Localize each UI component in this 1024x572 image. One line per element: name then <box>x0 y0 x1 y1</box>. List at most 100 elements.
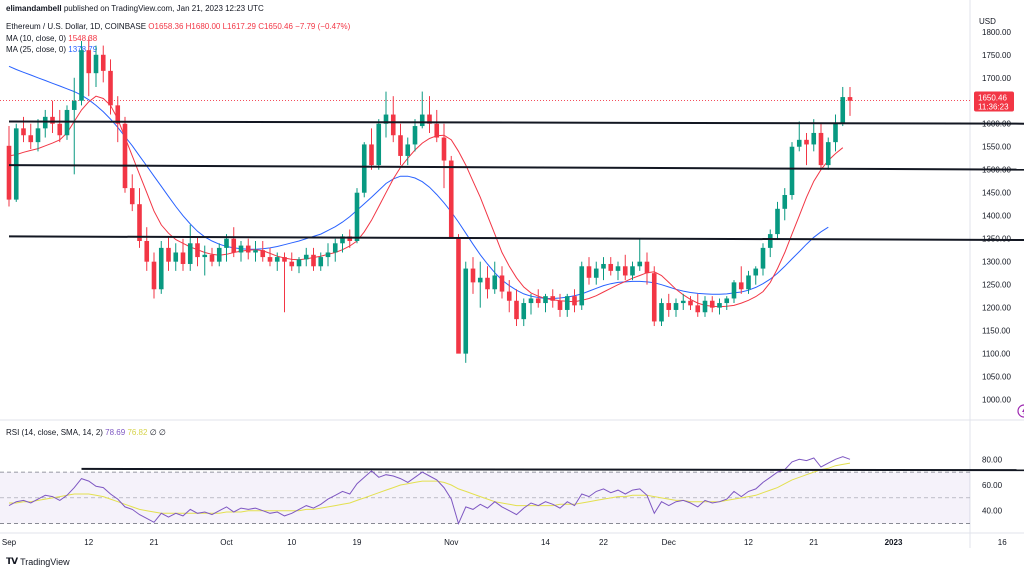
ma25-value: 1378.79 <box>68 45 98 54</box>
candle-body <box>166 247 171 262</box>
rsi-extra-1: ∅ <box>149 428 157 437</box>
candle-body <box>673 303 679 310</box>
candle-body <box>724 298 730 304</box>
candle-body <box>173 252 179 262</box>
price-tick-label: 1450.00 <box>982 189 1011 198</box>
candle-body <box>28 135 34 143</box>
candle-body <box>274 257 280 262</box>
countdown-value: 11:36:23 <box>978 103 1009 112</box>
candle-body <box>738 282 744 290</box>
ma10-legend[interactable]: MA (10, close, 0) 1548.38 <box>6 34 97 43</box>
candle-body <box>86 50 92 74</box>
price-tick-label: 1150.00 <box>982 327 1011 336</box>
candle-body <box>579 266 585 306</box>
candle-body <box>804 139 809 145</box>
candle-body <box>129 188 135 205</box>
last-price-badge <box>974 91 1014 112</box>
last-price-value: 1650.46 <box>978 94 1007 103</box>
candle-body <box>100 54 106 71</box>
candle-body <box>303 254 309 260</box>
candle-body <box>506 291 512 301</box>
candle-body <box>775 208 780 235</box>
rsi-legend[interactable]: RSI (14, close, SMA, 14, 2) 78.69 76.82 … <box>6 428 166 437</box>
rsi-tick-label: 40.00 <box>982 507 1003 516</box>
time-tick-label: 12 <box>744 538 753 547</box>
candle-body <box>93 54 99 74</box>
time-tick-label: 22 <box>599 538 608 547</box>
price-tick-label: 1750.00 <box>982 51 1011 60</box>
candle-body <box>361 144 367 193</box>
candle-body <box>796 139 802 147</box>
candle-body <box>434 123 440 138</box>
candle-body <box>825 142 831 166</box>
candle-body <box>543 296 548 304</box>
candle-body <box>651 273 657 322</box>
price-tick-label: 1550.00 <box>982 143 1011 152</box>
rsi-tick-label: 60.00 <box>982 481 1003 490</box>
time-tick-label: Dec <box>662 538 676 547</box>
ma25-legend[interactable]: MA (25, close, 0) 1378.79 <box>6 45 97 54</box>
candle-body <box>557 300 563 310</box>
symbol-title[interactable]: Ethereum / U.S. Dollar, 1D, COINBASE <box>6 22 147 31</box>
time-tick-label: 19 <box>353 538 362 547</box>
time-tick-label: Oct <box>220 538 233 547</box>
candle-body <box>50 116 55 124</box>
candle-body <box>376 123 382 166</box>
candle-body <box>847 97 853 101</box>
time-tick-label: 12 <box>84 538 93 547</box>
candle-body <box>811 132 817 145</box>
symbol-legend: Ethereum / U.S. Dollar, 1D, COINBASE O16… <box>6 22 350 31</box>
flash-icon <box>1017 404 1024 418</box>
candle-body <box>760 247 766 269</box>
candle-body <box>630 266 635 276</box>
tradingview-logo[interactable]: 𝗧𝗩 TradingView <box>6 556 70 567</box>
price-tick-label: 1700.00 <box>982 74 1011 83</box>
rsi-trend-line <box>81 467 1024 472</box>
price-tick-label: 1400.00 <box>982 212 1011 221</box>
candle-body <box>695 305 701 313</box>
candle-body <box>601 263 606 269</box>
candle-body <box>383 114 389 124</box>
time-tick-label: 2023 <box>885 538 903 547</box>
candle-body <box>13 128 19 200</box>
price-tick-label: 1000.00 <box>982 396 1011 405</box>
candle-body <box>492 275 498 290</box>
candle-body <box>644 261 650 274</box>
candle-body <box>405 144 411 156</box>
currency-label: USD <box>979 17 996 26</box>
candle-body <box>289 261 295 267</box>
ohlc-low: L1617.29 <box>222 22 256 31</box>
price-tick-label: 1300.00 <box>982 258 1011 267</box>
candle-body <box>35 128 41 143</box>
candle-body <box>709 300 715 308</box>
rsi-tick-label: 80.00 <box>982 455 1003 464</box>
ma25-line <box>8 65 829 299</box>
support-resistance-line <box>8 235 1024 241</box>
rsi-label: RSI (14, close, SMA, 14, 2) <box>6 428 103 437</box>
candle-body <box>390 114 396 136</box>
candle-body <box>521 303 527 320</box>
candle-body <box>427 114 432 124</box>
candle-body <box>108 70 113 106</box>
candle-body <box>412 126 418 145</box>
candle-body <box>477 277 483 283</box>
candle-body <box>238 245 244 253</box>
candle-body <box>840 97 846 124</box>
time-tick-label: Nov <box>444 538 458 547</box>
candle-body <box>369 144 374 166</box>
publisher-line: elimandambell published on TradingView.c… <box>6 4 264 13</box>
ohlc-high: H1680.00 <box>185 22 221 31</box>
price-tick-label: 1100.00 <box>982 350 1011 359</box>
candle-body <box>731 282 737 299</box>
candle-body <box>514 300 519 320</box>
price-tick-label: 1800.00 <box>982 28 1011 37</box>
publisher-name[interactable]: elimandambell <box>6 4 62 13</box>
candle-body <box>216 247 222 262</box>
candle-body <box>224 238 229 248</box>
candle-body <box>528 298 534 304</box>
candle-body <box>688 300 693 306</box>
candle-body <box>245 245 251 253</box>
rsi-line <box>8 456 851 526</box>
candle-body <box>260 250 266 258</box>
